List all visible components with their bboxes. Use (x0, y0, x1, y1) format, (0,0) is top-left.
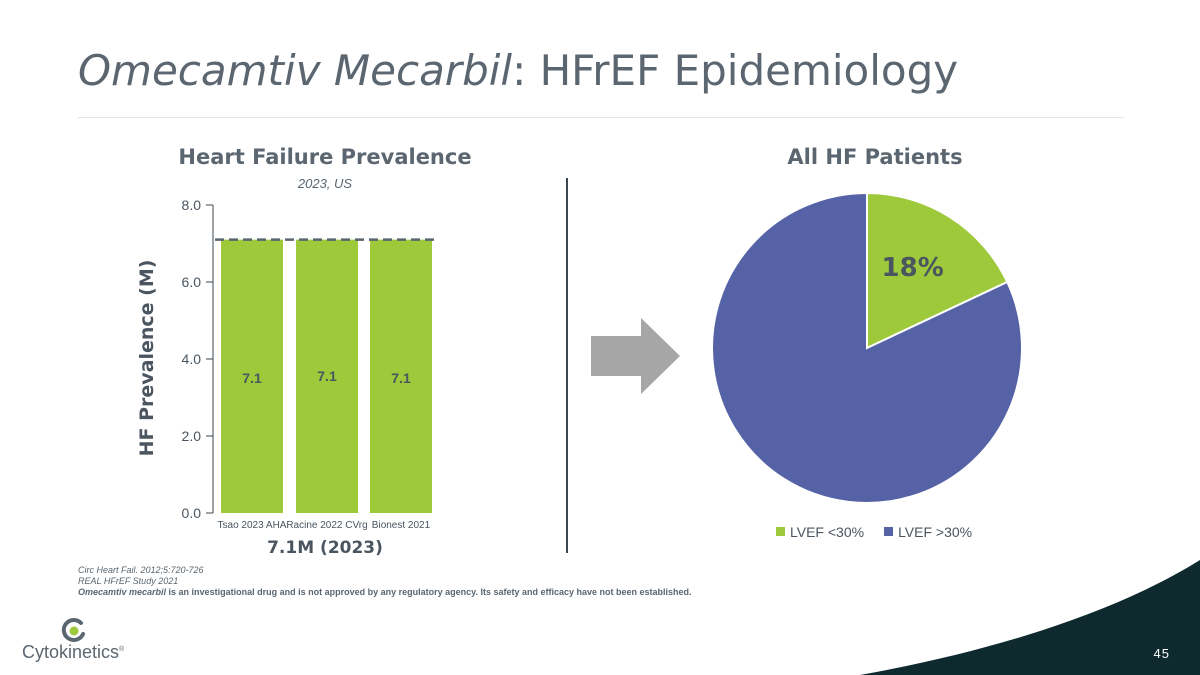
bar-chart: 0.0 2.0 4.0 6.0 8.0 7.1 Tsao 2023 AHA 7.1 Racine… (182, 197, 434, 531)
legend-swatch (884, 527, 894, 536)
y-tick-label: 0.0 (182, 505, 202, 521)
y-tick-label: 8.0 (182, 197, 202, 213)
bar-data-label: 7.1 (317, 368, 337, 384)
title-drug-name: Omecamtiv Mecarbil (78, 46, 513, 95)
pie-data-label: 18% (882, 253, 944, 283)
bar-data-label: 7.1 (391, 370, 411, 386)
footnotes: Circ Heart Fail. 2012;5:720-726 REAL HFr… (78, 565, 692, 598)
footnote-drug-name: Omecamtiv mecarbil (78, 587, 167, 597)
title-divider (78, 117, 1124, 118)
pie-chart-title: All HF Patients (787, 145, 963, 169)
legend-swatch (776, 527, 785, 536)
x-tick-label: Bionest 2021 (372, 520, 431, 531)
company-name: Cytokinetics (22, 642, 120, 662)
legend-item: LVEF <30% (776, 524, 864, 540)
x-tick-label: Tsao 2023 AHA (218, 520, 287, 531)
right-arrow-icon (591, 318, 680, 394)
page-number: 45 (1153, 646, 1170, 661)
title-topic: : HFrEF Epidemiology (512, 46, 959, 95)
pie-chart: 18% (711, 191, 1023, 504)
y-tick-label: 6.0 (182, 274, 202, 290)
pie-slice (711, 191, 1023, 504)
y-tick-label: 4.0 (182, 351, 202, 367)
company-logo: Cytokinetics® (22, 642, 124, 663)
footnote-reference-2: REAL HFrEF Study 2021 (78, 576, 179, 586)
y-tick-label: 2.0 (182, 428, 202, 444)
cytokinetics-logo-icon (61, 617, 85, 642)
pie-legend: LVEF <30% LVEF >30% (776, 523, 992, 540)
legend-label: LVEF >30% (898, 523, 973, 540)
footnote-disclaimer-text: is an investigational drug and is not ap… (166, 587, 692, 597)
footnote-disclaimer: Omecamtiv mecarbil is an investigational… (78, 587, 692, 598)
footnote-reference-1: Circ Heart Fail. 2012;5:720-726 (78, 565, 204, 575)
panel-divider (566, 178, 568, 553)
trademark-mark: ® (119, 646, 125, 653)
x-tick-label: Racine 2022 CVrg (286, 520, 367, 531)
legend-label: LVEF <30% (790, 523, 865, 540)
bar (296, 239, 358, 513)
bar-data-label: 7.1 (242, 370, 262, 386)
legend-item: LVEF >30% (884, 524, 972, 540)
bar (370, 239, 432, 513)
pie-slice (866, 191, 1009, 350)
bar-chart-subtitle: 2023, US (297, 176, 353, 191)
bar-chart-summary: 7.1M (2023) (267, 538, 383, 558)
bar (221, 239, 283, 513)
slide-title: Omecamtiv Mecarbil: HFrEF Epidemiology (78, 46, 958, 95)
bar-chart-title: Heart Failure Prevalence (178, 145, 472, 169)
